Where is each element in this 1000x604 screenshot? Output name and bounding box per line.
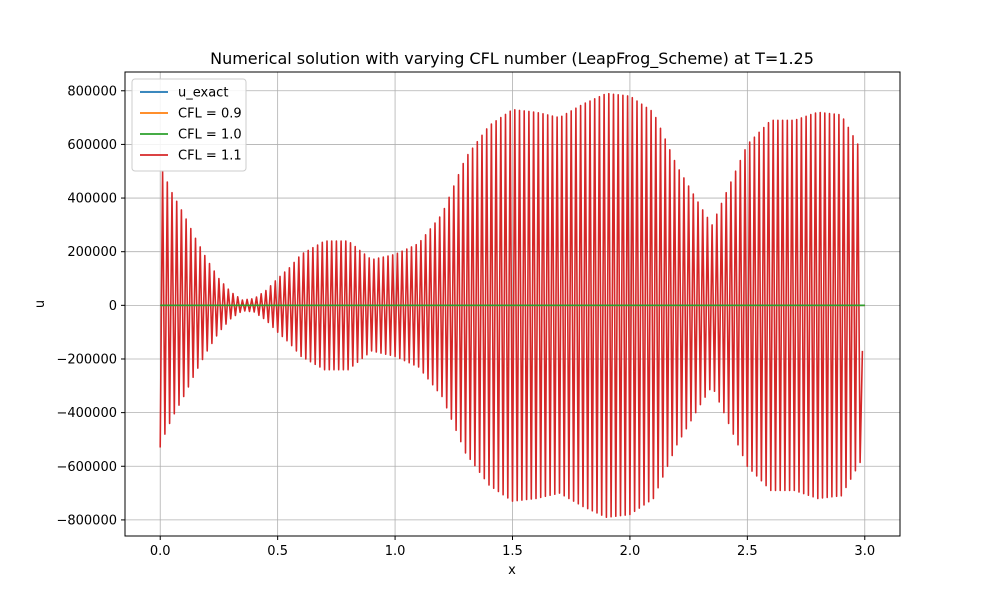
y-tick-label: 400000 — [67, 192, 117, 207]
legend-label: CFL = 1.1 — [178, 149, 242, 164]
legend: u_exact CFL = 0.9 CFL = 1.0 CFL = 1.1 — [131, 78, 247, 172]
series-line-3 — [159, 92, 864, 518]
y-tick-label: −600000 — [56, 460, 117, 475]
plot-lines — [159, 92, 865, 518]
y-tick-label: 800000 — [67, 84, 117, 99]
y-axis-label: u — [33, 300, 48, 308]
x-tick-label: 2.0 — [620, 544, 641, 559]
y-tick-label: 200000 — [67, 245, 117, 260]
y-tick-label: −200000 — [56, 352, 117, 367]
x-tick-label: 3.0 — [854, 544, 875, 559]
legend-label: CFL = 1.0 — [178, 128, 242, 143]
y-tick-label: 600000 — [67, 138, 117, 153]
x-axis-ticks: 0.0 0.5 1.0 1.5 2.0 2.5 3.0 — [150, 536, 875, 559]
y-tick-label: 0 — [109, 299, 117, 314]
chart-title: Numerical solution with varying CFL numb… — [210, 49, 814, 69]
legend-label: u_exact — [178, 86, 228, 101]
x-tick-label: 0.0 — [150, 544, 171, 559]
x-tick-label: 0.5 — [267, 544, 288, 559]
y-tick-label: −800000 — [56, 513, 117, 528]
legend-box — [131, 78, 247, 172]
x-axis-label: x — [508, 563, 516, 578]
x-tick-label: 1.0 — [385, 544, 406, 559]
y-axis-ticks: −800000 −600000 −400000 −200000 0 200000 40000… — [56, 84, 125, 528]
x-tick-label: 2.5 — [737, 544, 758, 559]
x-tick-label: 1.5 — [502, 544, 523, 559]
legend-label: CFL = 0.9 — [178, 107, 242, 122]
y-tick-label: −400000 — [56, 406, 117, 421]
